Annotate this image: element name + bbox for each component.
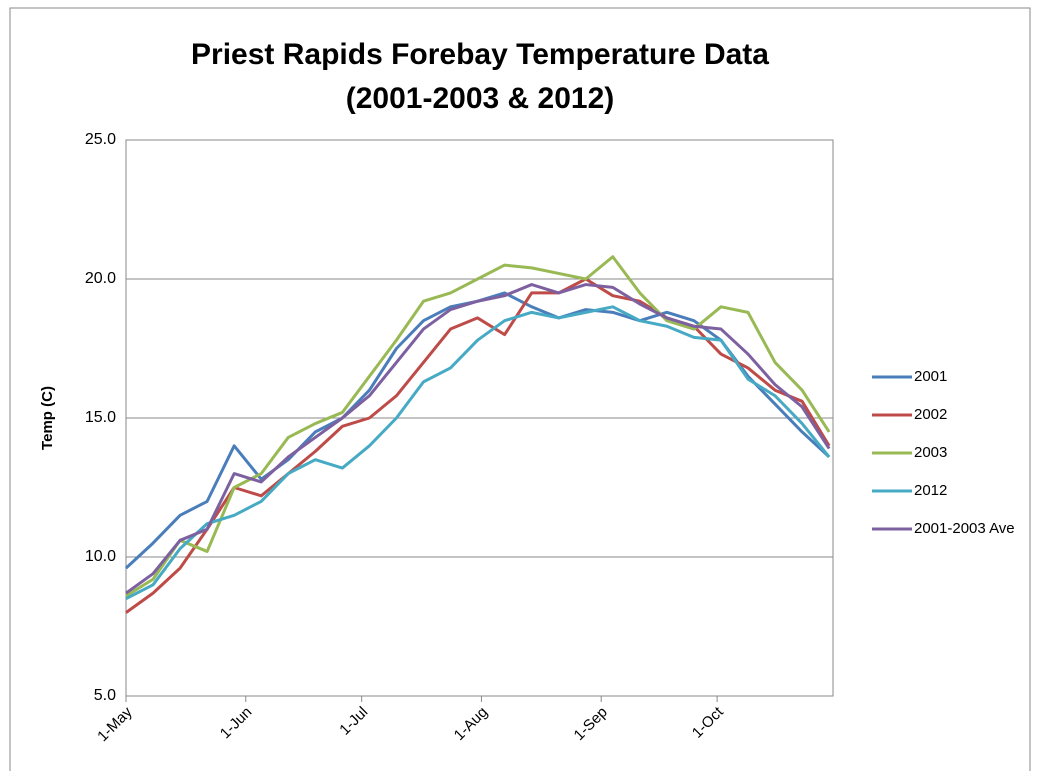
series-line bbox=[125, 283, 831, 595]
y-axis-label: Temp (C) bbox=[39, 386, 56, 450]
y-tick-label: 25.0 bbox=[85, 131, 116, 148]
chart-subtitle: (2001-2003 & 2012) bbox=[346, 82, 615, 115]
chart-title: Priest Rapids Forebay Temperature Data bbox=[191, 38, 769, 71]
y-tick-label: 20.0 bbox=[85, 270, 116, 287]
legend-label: 2001 bbox=[914, 368, 947, 385]
series-line bbox=[125, 255, 831, 598]
legend-label: 2002 bbox=[914, 406, 947, 423]
series-line bbox=[125, 305, 831, 601]
plot-area bbox=[125, 139, 834, 697]
legend-label: 2001-2003 Ave bbox=[914, 520, 1015, 537]
series-line bbox=[125, 277, 831, 614]
legend-label: 2003 bbox=[914, 444, 947, 461]
y-tick-label: 5.0 bbox=[94, 687, 116, 704]
y-tick-label: 15.0 bbox=[85, 409, 116, 426]
chart-border bbox=[9, 7, 1031, 771]
y-tick-label: 10.0 bbox=[85, 548, 116, 565]
legend-label: 2012 bbox=[914, 482, 947, 499]
